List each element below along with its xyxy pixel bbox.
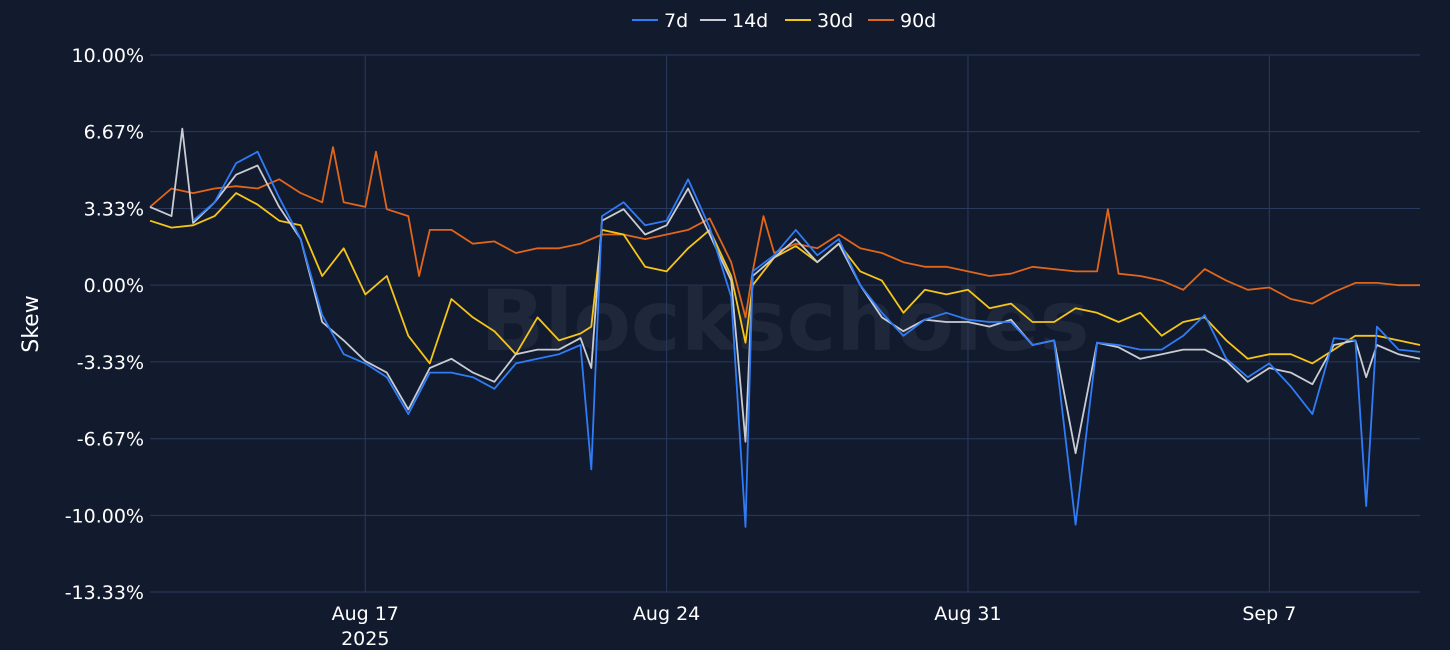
y-axis-ticks: 10.00% 6.67% 3.33% 0.00% -3.33% -6.67% -10.00%… — [65, 45, 144, 604]
x-tick-label: Sep 7 — [1242, 603, 1296, 625]
series-line-7d — [192, 150, 1421, 528]
y-tick-label: 10.00% — [72, 45, 144, 67]
legend-label-14d[interactable]: 14d — [732, 10, 768, 32]
legend-label-30d[interactable]: 30d — [817, 10, 853, 32]
x-tick-label: Aug 17 — [332, 603, 399, 625]
series-line-14d — [149, 127, 1421, 455]
legend[interactable]: 7d 14d 30d 90d — [632, 10, 936, 32]
y-tick-label: -3.33% — [77, 352, 144, 374]
x-axis-ticks: Aug 17 2025 Aug 24 Aug 31 Sep 7 — [332, 603, 1297, 650]
y-tick-label: -6.67% — [77, 429, 144, 451]
watermark: Blockscholes — [480, 272, 1089, 370]
series-lines — [149, 127, 1421, 528]
x-tick-year-label: 2025 — [341, 628, 389, 650]
x-tick-label: Aug 24 — [633, 603, 700, 625]
y-axis-title: Skew — [19, 295, 44, 352]
legend-label-90d[interactable]: 90d — [900, 10, 936, 32]
y-tick-label: -13.33% — [65, 582, 144, 604]
y-tick-label: 6.67% — [84, 122, 144, 144]
y-tick-label: 3.33% — [84, 199, 144, 221]
x-tick-label: Aug 31 — [934, 603, 1001, 625]
legend-label-7d[interactable]: 7d — [664, 10, 688, 32]
y-tick-label: -10.00% — [65, 505, 144, 527]
y-tick-label: 0.00% — [84, 275, 144, 297]
series-line-90d — [149, 146, 1420, 319]
